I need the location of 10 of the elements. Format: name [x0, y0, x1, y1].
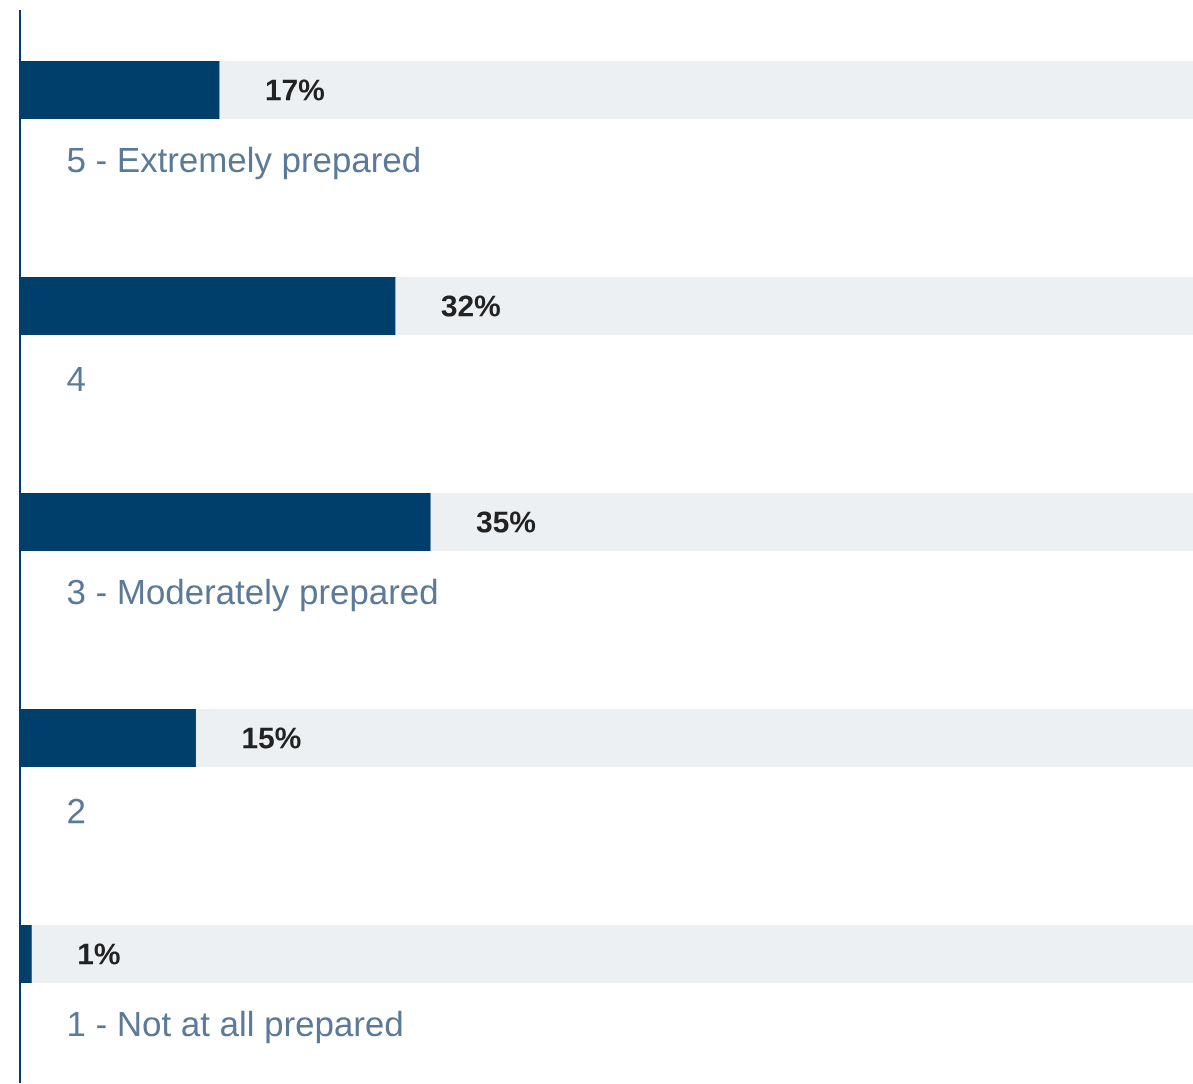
data-label: 15% — [243, 727, 301, 749]
data-label: 1% — [79, 943, 120, 965]
y-tick-label: 1 - Not at all prepared — [69, 1010, 402, 1044]
y-tick-label: 4 — [67, 366, 85, 391]
y-tick-label: 3 - Moderately prepared — [67, 578, 437, 612]
data-label: 32% — [441, 295, 500, 317]
y-tick-label: 5 - Extremely prepared — [67, 146, 419, 180]
y-tick-label: 2 — [68, 798, 85, 824]
data-label: 17% — [266, 79, 324, 101]
data-label: 35% — [476, 511, 536, 533]
